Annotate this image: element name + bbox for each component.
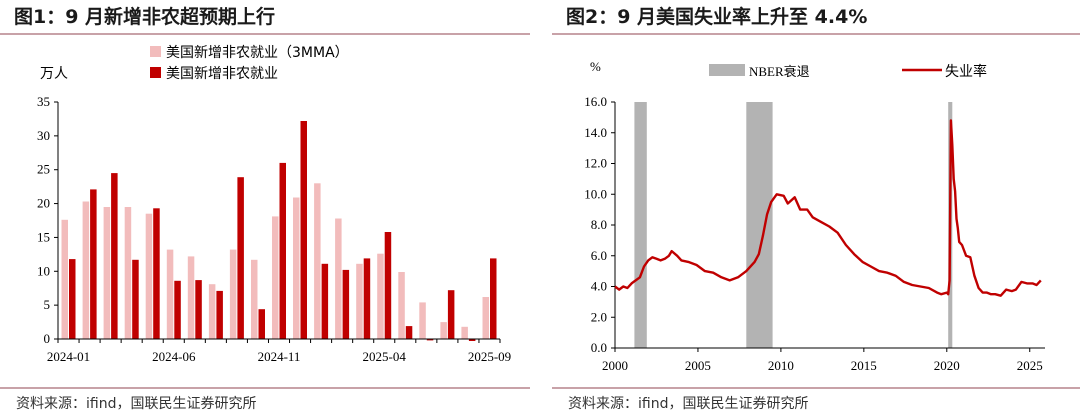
bar-nonfarm [174, 280, 181, 339]
bar-nonfarm-3mma [251, 259, 258, 339]
bar-nonfarm [216, 290, 223, 339]
bar-nonfarm-3mma [461, 326, 468, 339]
chart-title: 图2：9 月美国失业率上升至 4.4% [566, 6, 868, 28]
bar-nonfarm [321, 263, 329, 339]
bar-nonfarm-3mma [293, 197, 300, 339]
x-tick-label: 2005 [685, 358, 711, 373]
bar-nonfarm-3mma [482, 297, 489, 339]
x-tick-label: 2000 [602, 358, 628, 373]
title-divider [552, 33, 1080, 35]
source-divider [552, 387, 1080, 389]
y-tick-label: 4.0 [591, 279, 607, 294]
y-tick-label: 20 [37, 196, 50, 211]
legend-swatch [150, 67, 161, 78]
x-tick-label: 2024-06 [152, 349, 196, 364]
chart-panel-nonfarm: 图1：9 月新增非农超预期上行 0 5 10 15 20 25 30 35 万人 2024-01 2… [0, 0, 530, 419]
bar-nonfarm-3mma [440, 322, 447, 339]
line-chart: 0.0 2.0 4.0 6.0 8.0 10.0 12.0 14.0 16.0% 2000 2005… [584, 59, 1045, 373]
bar-nonfarm-3mma [61, 219, 68, 339]
x-tick-label: 2025 [1017, 358, 1043, 373]
legend-label: 美国新增非农就业 [166, 66, 278, 82]
legend-swatch [150, 46, 161, 57]
bar-nonfarm [195, 280, 202, 339]
source-note: 资料来源：ifind，国联民生证券研究所 [16, 396, 257, 412]
y-tick-label: 25 [37, 162, 50, 177]
bar-nonfarm [363, 258, 371, 339]
recession-band [634, 102, 647, 348]
legend-swatch-recession [709, 64, 745, 76]
y-tick-label: 15 [37, 229, 50, 244]
x-tick-label: 2024-11 [258, 349, 301, 364]
y-tick-label: 0 [44, 331, 51, 346]
x-tick-label: 2025-09 [468, 349, 511, 364]
bar-nonfarm [468, 339, 476, 341]
bar-nonfarm [342, 269, 350, 339]
y-tick-label: 16.0 [584, 94, 607, 109]
bar-nonfarm-3mma [314, 183, 321, 339]
bar-nonfarm-3mma [187, 256, 195, 339]
y-tick-label: 6.0 [591, 248, 607, 263]
bar-nonfarm [69, 259, 76, 339]
source-divider [0, 387, 530, 389]
legend-label: 美国新增非农就业（3MMA） [166, 45, 349, 61]
bar-nonfarm-3mma [419, 302, 426, 339]
title-divider [0, 33, 530, 35]
bar-nonfarm [405, 326, 413, 339]
y-tick-label: 10 [37, 263, 50, 278]
chart-title: 图1：9 月新增非农超预期上行 [14, 6, 276, 28]
bar-nonfarm [258, 309, 265, 339]
y-tick-label: 2.0 [591, 309, 607, 324]
y-axis-label: 万人 [40, 66, 68, 82]
bar-nonfarm [426, 339, 434, 341]
bar-nonfarm [132, 259, 139, 339]
y-tick-label: 30 [37, 128, 50, 143]
bar-nonfarm [153, 208, 160, 339]
bar-nonfarm-3mma [398, 272, 405, 339]
bar-nonfarm-3mma [335, 218, 342, 339]
y-tick-label: 14.0 [584, 125, 607, 140]
x-tick-label: 2020 [934, 358, 960, 373]
x-tick-label: 2015 [851, 358, 877, 373]
legend-label: 失业率 [945, 63, 987, 80]
bar-nonfarm-3mma [145, 213, 153, 339]
y-tick-label: 8.0 [591, 217, 607, 232]
bar-nonfarm-3mma [377, 253, 384, 339]
bar-nonfarm-3mma [208, 284, 216, 339]
bar-chart: 0 5 10 15 20 25 30 35 万人 2024-01 2024-06 2024-11 202… [37, 45, 511, 364]
bar-nonfarm [237, 177, 244, 339]
bar-nonfarm-3mma [229, 249, 237, 339]
unemployment-rate-line [614, 119, 1042, 297]
bar-nonfarm-3mma [166, 249, 174, 339]
bar-nonfarm [384, 232, 392, 339]
x-tick-label: 2010 [768, 358, 794, 373]
bar-nonfarm [90, 189, 97, 339]
x-tick-label: 2025-04 [363, 349, 407, 364]
bar-nonfarm-3mma [82, 201, 90, 339]
bar-nonfarm [490, 258, 497, 339]
bar-nonfarm [279, 162, 286, 339]
source-note: 资料来源：ifind，国联民生证券研究所 [568, 396, 809, 412]
y-axis-label: % [590, 59, 601, 74]
y-tick-label: 12.0 [584, 156, 607, 171]
bar-nonfarm [111, 173, 118, 339]
y-tick-label: 5 [44, 297, 51, 312]
y-tick-label: 0.0 [591, 340, 607, 355]
bar-nonfarm [447, 290, 455, 339]
bar-nonfarm-3mma [356, 263, 363, 339]
legend-label: NBER衰退 [749, 64, 810, 79]
bar-nonfarm-3mma [124, 207, 132, 339]
bar-nonfarm-3mma [103, 207, 111, 339]
bar-nonfarm [300, 121, 307, 339]
recession-band [746, 102, 773, 348]
bar-nonfarm-3mma [272, 216, 279, 339]
x-tick-label: 2024-01 [47, 349, 90, 364]
y-tick-label: 10.0 [584, 186, 607, 201]
y-tick-label: 35 [37, 94, 50, 109]
chart-panel-unemployment: 图2：9 月美国失业率上升至 4.4% 0.0 2.0 4.0 6.0 8.0 10.0 1… [552, 0, 1080, 419]
